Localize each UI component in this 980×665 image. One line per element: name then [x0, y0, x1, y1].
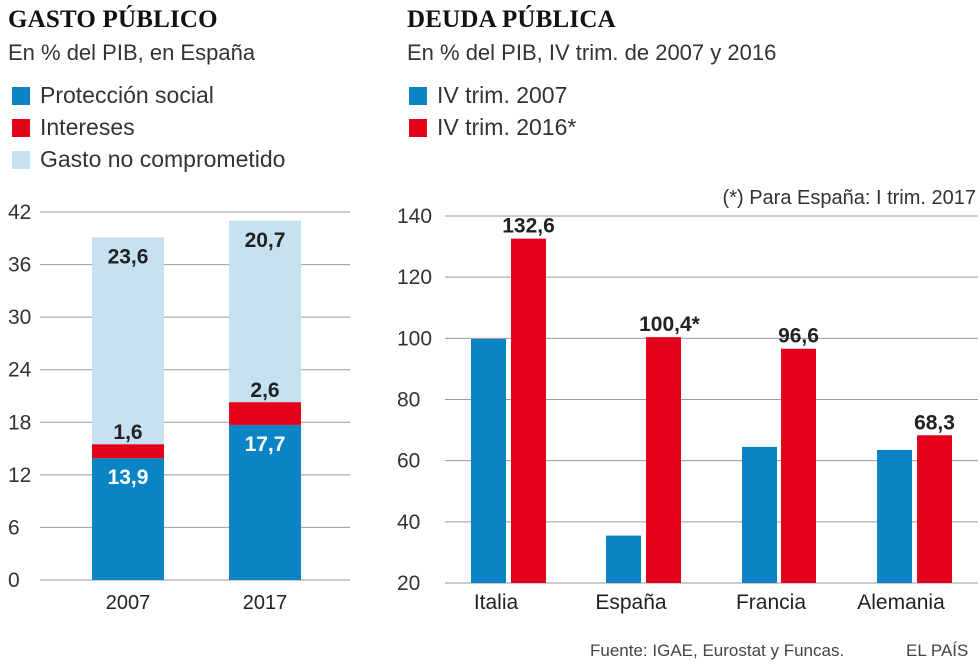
legend-swatch-red	[12, 118, 30, 137]
y-tick-label: 40	[397, 511, 420, 534]
y-tick-label: 80	[397, 389, 420, 412]
bar-2016	[511, 238, 546, 584]
x-tick-label: 2017	[243, 592, 288, 614]
legend-label: Gasto no comprometido	[40, 146, 286, 172]
data-label: 100,4*	[639, 313, 701, 336]
bar-2016	[646, 337, 681, 583]
legend-swatch-blue	[409, 86, 427, 105]
legend-swatch-red	[409, 118, 427, 137]
legend-item-intereses: Intereses	[12, 114, 135, 141]
y-tick-label: 140	[397, 205, 432, 228]
right-chart-title: DEUDA PÚBLICA	[407, 6, 616, 33]
y-tick-label: 36	[8, 254, 31, 277]
data-label: 13,9	[108, 466, 149, 489]
bar-segment	[229, 402, 301, 425]
bar-segment	[92, 458, 164, 580]
bar-2016	[917, 435, 952, 583]
y-tick-label: 6	[8, 516, 20, 539]
legend-item-2007: IV trim. 2007	[409, 82, 567, 109]
y-tick-label: 18	[8, 411, 31, 434]
legend-swatch-lightblue	[12, 150, 30, 169]
y-tick-label: 42	[8, 201, 31, 224]
data-label: 20,7	[245, 229, 286, 252]
legend-label: IV trim. 2007	[437, 82, 568, 108]
data-label: 68,3	[914, 411, 955, 434]
legend-swatch-blue	[12, 86, 30, 105]
x-tick-label: Italia	[474, 591, 519, 614]
bar-segment	[229, 424, 301, 580]
y-tick-label: 60	[397, 450, 420, 473]
y-tick-label: 30	[8, 306, 31, 329]
data-label: 96,6	[778, 325, 819, 348]
brand-text: EL PAÍS	[906, 641, 969, 660]
legend-label: Intereses	[40, 114, 135, 140]
bar-segment	[92, 444, 164, 459]
bar-segment	[229, 220, 301, 403]
legend-item-proteccion-social: Protección social	[12, 82, 214, 109]
data-label: 2,6	[250, 379, 279, 402]
data-label: 1,6	[113, 421, 142, 444]
left-chart-title: GASTO PÚBLICO	[8, 6, 218, 33]
y-tick-label: 0	[8, 569, 20, 592]
x-tick-label: Francia	[736, 591, 806, 614]
data-label: 17,7	[245, 433, 286, 456]
bar-2016	[781, 348, 816, 583]
y-tick-label: 120	[397, 266, 432, 289]
source-text: Fuente: IGAE, Eurostat y Funcas.	[590, 641, 845, 660]
legend-label: IV trim. 2016*	[437, 114, 577, 140]
bar-segment	[92, 237, 164, 445]
footnote: (*) Para España: I trim. 2017	[722, 187, 976, 209]
data-label: 23,6	[108, 245, 149, 268]
x-tick-label: Alemania	[857, 591, 945, 614]
y-tick-label: 20	[397, 572, 420, 595]
legend-item-2016: IV trim. 2016*	[409, 114, 576, 141]
legend-label: Protección social	[40, 82, 214, 108]
bar-2007	[877, 449, 912, 583]
data-label: 132,6	[502, 215, 555, 238]
y-tick-label: 100	[397, 327, 432, 350]
left-chart-subtitle: En % del PIB, en España	[8, 40, 256, 65]
bar-2007	[742, 446, 777, 583]
legend-item-gasto-no-comprometido: Gasto no comprometido	[12, 146, 285, 173]
x-tick-label: España	[595, 591, 667, 614]
y-tick-label: 12	[8, 464, 31, 487]
right-chart-subtitle: En % del PIB, IV trim. de 2007 y 2016	[407, 40, 777, 65]
x-tick-label: 2007	[106, 592, 151, 614]
bar-2007	[606, 535, 641, 583]
y-tick-label: 24	[8, 359, 32, 382]
bar-2007	[471, 338, 506, 583]
